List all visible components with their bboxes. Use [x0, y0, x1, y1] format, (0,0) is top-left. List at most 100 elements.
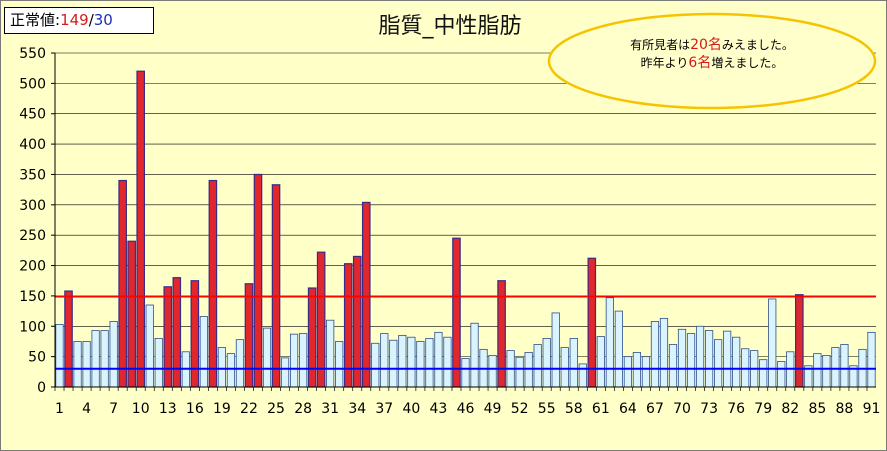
bar-31 [326, 319, 335, 388]
bar-71 [686, 333, 696, 388]
bar-flagged-25 [271, 184, 281, 388]
bar-flagged-2 [64, 290, 73, 388]
bar-27 [289, 333, 299, 388]
bar-79 [759, 359, 768, 388]
bar-43 [434, 331, 443, 388]
axes [51, 52, 876, 391]
bar-58 [569, 338, 578, 388]
bar-3 [73, 341, 82, 388]
bar-flagged-83 [795, 294, 804, 388]
bar-52 [515, 356, 524, 388]
bar-72 [695, 325, 705, 388]
x-tick-label: 82 [781, 401, 799, 417]
x-tick-label: 88 [836, 401, 854, 417]
bar-40 [407, 336, 416, 388]
x-tick-label: 25 [267, 401, 285, 417]
x-tick-label: 79 [754, 401, 772, 417]
bar-67 [650, 321, 660, 388]
callout-line-1-pre: 有所見者は [630, 38, 691, 52]
bar-32 [335, 341, 344, 388]
callout-line-2-pre: 昨年より [640, 56, 689, 70]
bar-28 [299, 333, 308, 388]
bar-91 [867, 331, 876, 388]
x-tick-label: 4 [82, 401, 91, 417]
callout-line-1: 有所見者は20名みえました。 [547, 36, 877, 54]
callout-text: 有所見者は20名みえました。 昨年より6名増えました。 [547, 36, 877, 72]
normal-range-low: 30 [93, 11, 113, 29]
y-tick-label: 500 [19, 76, 46, 92]
normal-range-label: 正常値: [10, 11, 61, 29]
x-tick-label: 52 [511, 401, 529, 417]
bar-11 [145, 304, 154, 388]
bar-flagged-10 [136, 70, 146, 388]
x-tick-label: 46 [457, 401, 475, 417]
x-tick-label: 73 [700, 401, 718, 417]
bar-86 [822, 355, 831, 388]
callout-line-1-post: みえました。 [721, 38, 794, 52]
bar-73 [704, 330, 714, 388]
y-tick-label: 550 [19, 46, 46, 62]
reference-lines [55, 295, 876, 370]
callout-line-2: 昨年より6名増えました。 [547, 54, 877, 72]
bar-36 [371, 342, 380, 388]
x-tick-label: 28 [294, 401, 312, 417]
bar-55 [542, 338, 551, 388]
bar-66 [641, 356, 651, 388]
x-tick-labels: 1 4 7 10 13 16 19 22 25 28 31 34 37 40 43 46 49 52 55 58 61 6… [55, 401, 880, 417]
bar-49 [488, 355, 497, 388]
bar-76 [732, 336, 741, 388]
callout-line-1-num: 20名 [690, 37, 722, 53]
x-tick-label: 37 [375, 401, 393, 417]
chart-title: 脂質_中性脂肪 [378, 14, 522, 39]
x-tick-label: 16 [186, 401, 204, 417]
bar-24 [262, 327, 272, 388]
bar-series [55, 70, 876, 388]
bar-flagged-18 [208, 179, 218, 388]
y-tick-label: 300 [19, 198, 46, 214]
x-tick-label: 19 [213, 401, 231, 417]
x-tick-label: 1 [55, 401, 64, 417]
bar-38 [389, 339, 398, 388]
bar-flagged-9 [127, 240, 136, 388]
y-tick-label: 400 [19, 137, 46, 153]
bar-54 [533, 344, 542, 388]
y-tick-label: 450 [19, 107, 46, 123]
bar-flagged-13 [163, 286, 173, 388]
bar-1 [55, 324, 64, 388]
bar-flagged-29 [307, 287, 317, 388]
x-tick-label: 58 [565, 401, 583, 417]
bar-7 [109, 321, 118, 388]
bar-17 [199, 316, 208, 388]
x-tick-label: 49 [484, 401, 502, 417]
bar-flagged-45 [452, 237, 461, 388]
bar-64 [623, 356, 632, 388]
bar-flagged-30 [316, 251, 326, 388]
bar-flagged-35 [361, 201, 371, 388]
bar-41 [416, 341, 425, 388]
callout-line-2-num: 6名 [688, 55, 712, 71]
bar-68 [659, 317, 669, 388]
x-tick-label: 55 [538, 401, 556, 417]
bar-74 [714, 339, 723, 388]
y-tick-label: 200 [19, 259, 46, 275]
bar-85 [813, 353, 822, 388]
callout-bubble [547, 12, 877, 110]
bar-69 [668, 344, 678, 388]
x-tick-label: 70 [673, 401, 691, 417]
x-tick-label: 85 [808, 401, 826, 417]
x-tick-label: 91 [863, 401, 881, 417]
y-tick-label: 100 [19, 319, 46, 335]
bar-47 [470, 322, 479, 388]
x-tick-label: 7 [109, 401, 118, 417]
y-tick-label: 0 [37, 380, 46, 396]
bar-59 [578, 363, 587, 388]
x-tick-label: 10 [132, 401, 150, 417]
bar-57 [560, 347, 569, 388]
x-tick-label: 40 [402, 401, 420, 417]
x-tick-label: 22 [240, 401, 258, 417]
y-tick-label: 50 [28, 350, 46, 366]
bar-37 [380, 333, 389, 388]
y-tick-labels: 0 50 100 150 200 250 300 350 400 450 500 550 [19, 46, 46, 396]
bar-21 [235, 339, 245, 388]
bar-70 [677, 328, 687, 388]
